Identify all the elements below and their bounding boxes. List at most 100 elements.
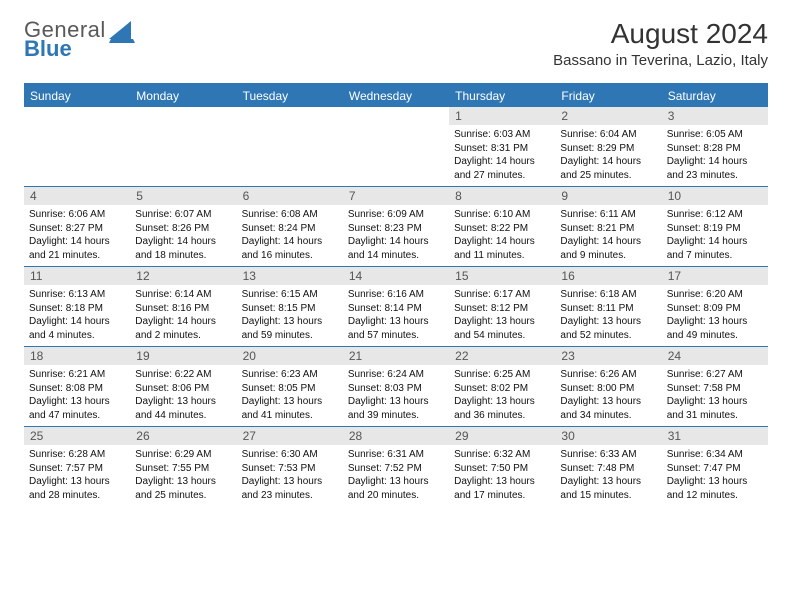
sunset-line: Sunset: 8:15 PM xyxy=(242,302,338,316)
sunrise-line: Sunrise: 6:34 AM xyxy=(667,448,763,462)
sunset-line: Sunset: 8:05 PM xyxy=(242,382,338,396)
day-cell: 6Sunrise: 6:08 AMSunset: 8:24 PMDaylight… xyxy=(237,187,343,266)
day-cell: 1Sunrise: 6:03 AMSunset: 8:31 PMDaylight… xyxy=(449,107,555,186)
sunset-line: Sunset: 8:29 PM xyxy=(560,142,656,156)
day-cell: 14Sunrise: 6:16 AMSunset: 8:14 PMDayligh… xyxy=(343,267,449,346)
day-cell: 17Sunrise: 6:20 AMSunset: 8:09 PMDayligh… xyxy=(662,267,768,346)
day-cell: 25Sunrise: 6:28 AMSunset: 7:57 PMDayligh… xyxy=(24,427,130,506)
sunrise-line: Sunrise: 6:07 AM xyxy=(135,208,231,222)
day-number: 24 xyxy=(662,347,768,365)
day-number: 26 xyxy=(130,427,236,445)
day-body: Sunrise: 6:25 AMSunset: 8:02 PMDaylight:… xyxy=(449,365,555,426)
calendar-week: 18Sunrise: 6:21 AMSunset: 8:08 PMDayligh… xyxy=(24,346,768,426)
daylight-line: Daylight: 14 hours and 2 minutes. xyxy=(135,315,231,342)
day-body: Sunrise: 6:12 AMSunset: 8:19 PMDaylight:… xyxy=(662,205,768,266)
daylight-line: Daylight: 13 hours and 34 minutes. xyxy=(560,395,656,422)
day-body: Sunrise: 6:07 AMSunset: 8:26 PMDaylight:… xyxy=(130,205,236,266)
daylight-line: Daylight: 13 hours and 59 minutes. xyxy=(242,315,338,342)
day-body: Sunrise: 6:18 AMSunset: 8:11 PMDaylight:… xyxy=(555,285,661,346)
daylight-line: Daylight: 13 hours and 44 minutes. xyxy=(135,395,231,422)
day-number: 11 xyxy=(24,267,130,285)
calendar-week: 4Sunrise: 6:06 AMSunset: 8:27 PMDaylight… xyxy=(24,186,768,266)
day-cell: 15Sunrise: 6:17 AMSunset: 8:12 PMDayligh… xyxy=(449,267,555,346)
sunset-line: Sunset: 8:19 PM xyxy=(667,222,763,236)
day-body: Sunrise: 6:23 AMSunset: 8:05 PMDaylight:… xyxy=(237,365,343,426)
daylight-line: Daylight: 13 hours and 12 minutes. xyxy=(667,475,763,502)
day-body: Sunrise: 6:13 AMSunset: 8:18 PMDaylight:… xyxy=(24,285,130,346)
day-body: Sunrise: 6:29 AMSunset: 7:55 PMDaylight:… xyxy=(130,445,236,506)
day-number: 30 xyxy=(555,427,661,445)
daylight-line: Daylight: 13 hours and 57 minutes. xyxy=(348,315,444,342)
day-body: Sunrise: 6:30 AMSunset: 7:53 PMDaylight:… xyxy=(237,445,343,506)
day-body: Sunrise: 6:34 AMSunset: 7:47 PMDaylight:… xyxy=(662,445,768,506)
empty-cell xyxy=(343,107,449,186)
day-number: 27 xyxy=(237,427,343,445)
day-number: 6 xyxy=(237,187,343,205)
month-title: August 2024 xyxy=(553,18,768,50)
sunset-line: Sunset: 8:21 PM xyxy=(560,222,656,236)
sunset-line: Sunset: 8:12 PM xyxy=(454,302,550,316)
day-cell: 5Sunrise: 6:07 AMSunset: 8:26 PMDaylight… xyxy=(130,187,236,266)
day-cell: 4Sunrise: 6:06 AMSunset: 8:27 PMDaylight… xyxy=(24,187,130,266)
location-subtitle: Bassano in Teverina, Lazio, Italy xyxy=(553,52,768,69)
daylight-line: Daylight: 13 hours and 52 minutes. xyxy=(560,315,656,342)
sunrise-line: Sunrise: 6:27 AM xyxy=(667,368,763,382)
day-number: 15 xyxy=(449,267,555,285)
daylight-line: Daylight: 14 hours and 18 minutes. xyxy=(135,235,231,262)
day-cell: 30Sunrise: 6:33 AMSunset: 7:48 PMDayligh… xyxy=(555,427,661,506)
day-body: Sunrise: 6:31 AMSunset: 7:52 PMDaylight:… xyxy=(343,445,449,506)
title-block: August 2024 Bassano in Teverina, Lazio, … xyxy=(553,18,768,69)
logo-line2: Blue xyxy=(24,37,106,60)
logo: General Blue xyxy=(24,18,137,60)
day-number: 17 xyxy=(662,267,768,285)
sunrise-line: Sunrise: 6:21 AM xyxy=(29,368,125,382)
sunset-line: Sunset: 7:52 PM xyxy=(348,462,444,476)
day-number: 19 xyxy=(130,347,236,365)
day-number: 18 xyxy=(24,347,130,365)
daylight-line: Daylight: 13 hours and 31 minutes. xyxy=(667,395,763,422)
day-cell: 21Sunrise: 6:24 AMSunset: 8:03 PMDayligh… xyxy=(343,347,449,426)
day-cell: 8Sunrise: 6:10 AMSunset: 8:22 PMDaylight… xyxy=(449,187,555,266)
sunrise-line: Sunrise: 6:26 AM xyxy=(560,368,656,382)
sunset-line: Sunset: 8:14 PM xyxy=(348,302,444,316)
weekday-header: Tuesday xyxy=(237,85,343,107)
day-cell: 22Sunrise: 6:25 AMSunset: 8:02 PMDayligh… xyxy=(449,347,555,426)
sunset-line: Sunset: 8:24 PM xyxy=(242,222,338,236)
sunrise-line: Sunrise: 6:16 AM xyxy=(348,288,444,302)
day-cell: 18Sunrise: 6:21 AMSunset: 8:08 PMDayligh… xyxy=(24,347,130,426)
day-cell: 9Sunrise: 6:11 AMSunset: 8:21 PMDaylight… xyxy=(555,187,661,266)
weekday-header-row: SundayMondayTuesdayWednesdayThursdayFrid… xyxy=(24,85,768,107)
daylight-line: Daylight: 13 hours and 25 minutes. xyxy=(135,475,231,502)
sunrise-line: Sunrise: 6:13 AM xyxy=(29,288,125,302)
day-body: Sunrise: 6:22 AMSunset: 8:06 PMDaylight:… xyxy=(130,365,236,426)
sunrise-line: Sunrise: 6:17 AM xyxy=(454,288,550,302)
day-number: 7 xyxy=(343,187,449,205)
day-body: Sunrise: 6:11 AMSunset: 8:21 PMDaylight:… xyxy=(555,205,661,266)
weekday-header: Friday xyxy=(555,85,661,107)
weekday-header: Thursday xyxy=(449,85,555,107)
day-number: 28 xyxy=(343,427,449,445)
sunrise-line: Sunrise: 6:14 AM xyxy=(135,288,231,302)
logo-sail-icon xyxy=(108,18,137,43)
sunrise-line: Sunrise: 6:22 AM xyxy=(135,368,231,382)
day-cell: 26Sunrise: 6:29 AMSunset: 7:55 PMDayligh… xyxy=(130,427,236,506)
day-cell: 7Sunrise: 6:09 AMSunset: 8:23 PMDaylight… xyxy=(343,187,449,266)
daylight-line: Daylight: 13 hours and 54 minutes. xyxy=(454,315,550,342)
daylight-line: Daylight: 14 hours and 27 minutes. xyxy=(454,155,550,182)
sunset-line: Sunset: 8:26 PM xyxy=(135,222,231,236)
sunset-line: Sunset: 7:57 PM xyxy=(29,462,125,476)
day-number: 21 xyxy=(343,347,449,365)
daylight-line: Daylight: 14 hours and 7 minutes. xyxy=(667,235,763,262)
sunrise-line: Sunrise: 6:03 AM xyxy=(454,128,550,142)
day-body: Sunrise: 6:20 AMSunset: 8:09 PMDaylight:… xyxy=(662,285,768,346)
daylight-line: Daylight: 13 hours and 47 minutes. xyxy=(29,395,125,422)
day-body: Sunrise: 6:17 AMSunset: 8:12 PMDaylight:… xyxy=(449,285,555,346)
day-body: Sunrise: 6:05 AMSunset: 8:28 PMDaylight:… xyxy=(662,125,768,186)
sunset-line: Sunset: 8:22 PM xyxy=(454,222,550,236)
sunset-line: Sunset: 8:09 PM xyxy=(667,302,763,316)
sunrise-line: Sunrise: 6:18 AM xyxy=(560,288,656,302)
weekday-header: Sunday xyxy=(24,85,130,107)
calendar-week: 25Sunrise: 6:28 AMSunset: 7:57 PMDayligh… xyxy=(24,426,768,506)
day-number: 29 xyxy=(449,427,555,445)
weeks-container: 1Sunrise: 6:03 AMSunset: 8:31 PMDaylight… xyxy=(24,107,768,506)
